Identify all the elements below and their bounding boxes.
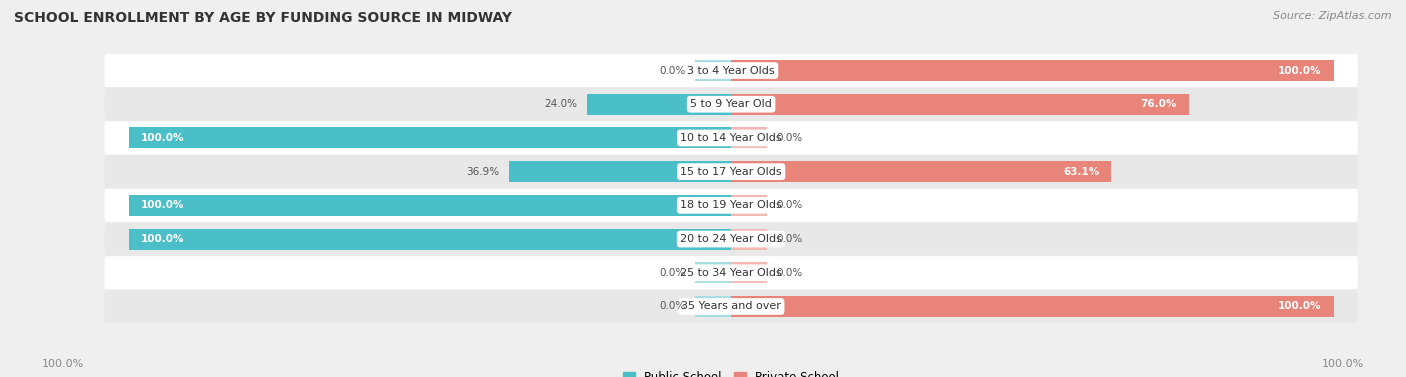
Text: 100.0%: 100.0%	[141, 234, 184, 244]
Legend: Public School, Private School: Public School, Private School	[619, 366, 844, 377]
Text: Source: ZipAtlas.com: Source: ZipAtlas.com	[1274, 11, 1392, 21]
Text: 76.0%: 76.0%	[1140, 99, 1177, 109]
Text: 25 to 34 Year Olds: 25 to 34 Year Olds	[681, 268, 782, 278]
Bar	[731, 60, 1334, 81]
Text: 63.1%: 63.1%	[1063, 167, 1099, 177]
Text: 36.9%: 36.9%	[467, 167, 499, 177]
Text: 0.0%: 0.0%	[776, 268, 803, 278]
FancyBboxPatch shape	[104, 155, 1358, 188]
Text: 20 to 24 Year Olds: 20 to 24 Year Olds	[681, 234, 782, 244]
Bar	[509, 161, 731, 182]
Bar	[731, 127, 768, 149]
Bar	[731, 228, 768, 250]
Text: 3 to 4 Year Olds: 3 to 4 Year Olds	[688, 66, 775, 75]
Text: 5 to 9 Year Old: 5 to 9 Year Old	[690, 99, 772, 109]
Bar	[695, 262, 731, 283]
FancyBboxPatch shape	[104, 121, 1358, 155]
Text: 0.0%: 0.0%	[776, 234, 803, 244]
Text: 0.0%: 0.0%	[776, 133, 803, 143]
Text: 100.0%: 100.0%	[1278, 302, 1322, 311]
Text: 0.0%: 0.0%	[776, 200, 803, 210]
FancyBboxPatch shape	[104, 189, 1358, 222]
Text: 0.0%: 0.0%	[659, 66, 686, 75]
FancyBboxPatch shape	[104, 256, 1358, 289]
Bar	[731, 262, 768, 283]
Text: 100.0%: 100.0%	[141, 200, 184, 210]
Bar	[128, 195, 731, 216]
Bar	[731, 296, 1334, 317]
FancyBboxPatch shape	[104, 54, 1358, 87]
FancyBboxPatch shape	[104, 88, 1358, 121]
Text: 100.0%: 100.0%	[1322, 359, 1364, 369]
Bar	[731, 94, 1189, 115]
Bar	[695, 60, 731, 81]
Text: 100.0%: 100.0%	[141, 133, 184, 143]
Text: 100.0%: 100.0%	[42, 359, 84, 369]
FancyBboxPatch shape	[104, 222, 1358, 256]
Text: 0.0%: 0.0%	[659, 302, 686, 311]
Text: 35 Years and over: 35 Years and over	[681, 302, 782, 311]
Text: 24.0%: 24.0%	[544, 99, 578, 109]
Text: 10 to 14 Year Olds: 10 to 14 Year Olds	[681, 133, 782, 143]
Text: 18 to 19 Year Olds: 18 to 19 Year Olds	[681, 200, 782, 210]
Bar	[128, 127, 731, 149]
Text: 0.0%: 0.0%	[659, 268, 686, 278]
Bar	[731, 195, 768, 216]
Text: SCHOOL ENROLLMENT BY AGE BY FUNDING SOURCE IN MIDWAY: SCHOOL ENROLLMENT BY AGE BY FUNDING SOUR…	[14, 11, 512, 25]
FancyBboxPatch shape	[104, 290, 1358, 323]
Bar	[731, 161, 1111, 182]
Bar	[586, 94, 731, 115]
Text: 100.0%: 100.0%	[1278, 66, 1322, 75]
Bar	[695, 296, 731, 317]
Bar	[128, 228, 731, 250]
Text: 15 to 17 Year Olds: 15 to 17 Year Olds	[681, 167, 782, 177]
